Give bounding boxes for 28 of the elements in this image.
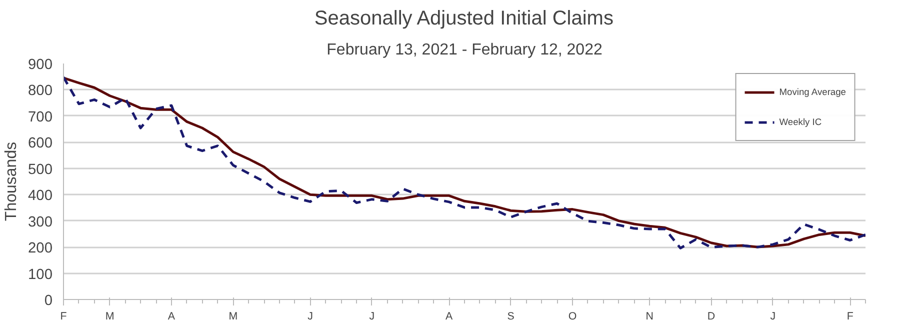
y-tick-label: 600 xyxy=(28,136,53,152)
y-tick-label: 300 xyxy=(28,214,53,230)
y-tick-label: 100 xyxy=(28,266,53,283)
x-tick-label: D xyxy=(707,310,716,322)
y-tick-label: 800 xyxy=(28,83,53,100)
x-tick-label: F xyxy=(60,310,68,322)
legend-label: Weekly IC xyxy=(779,117,822,127)
x-tick-label: F xyxy=(846,310,854,322)
x-tick-label: A xyxy=(168,310,176,322)
x-tick-label: M xyxy=(228,310,238,322)
x-tick-label: N xyxy=(646,310,654,322)
x-tick-label: M xyxy=(105,310,114,322)
y-tick-label: 900 xyxy=(28,57,53,73)
y-axis-title: Thousands xyxy=(3,142,20,222)
y-tick-label: 0 xyxy=(44,293,53,309)
y-tick-label: 200 xyxy=(28,240,53,257)
chart-title: Seasonally Adjusted Initial Claims xyxy=(314,8,614,30)
chart-subtitle: February 13, 2021 - February 12, 2022 xyxy=(326,42,602,58)
x-tick-label: A xyxy=(446,310,454,322)
y-tick-label: 700 xyxy=(28,109,53,126)
x-tick-label: J xyxy=(369,310,375,322)
y-tick-label: 500 xyxy=(28,162,53,178)
x-tick-label: S xyxy=(507,310,514,322)
x-tick-label: J xyxy=(770,310,776,322)
x-tick-label: J xyxy=(308,310,313,322)
legend-label: Moving Average xyxy=(779,87,846,97)
x-tick-label: O xyxy=(568,310,577,322)
y-tick-label: 400 xyxy=(28,188,53,204)
